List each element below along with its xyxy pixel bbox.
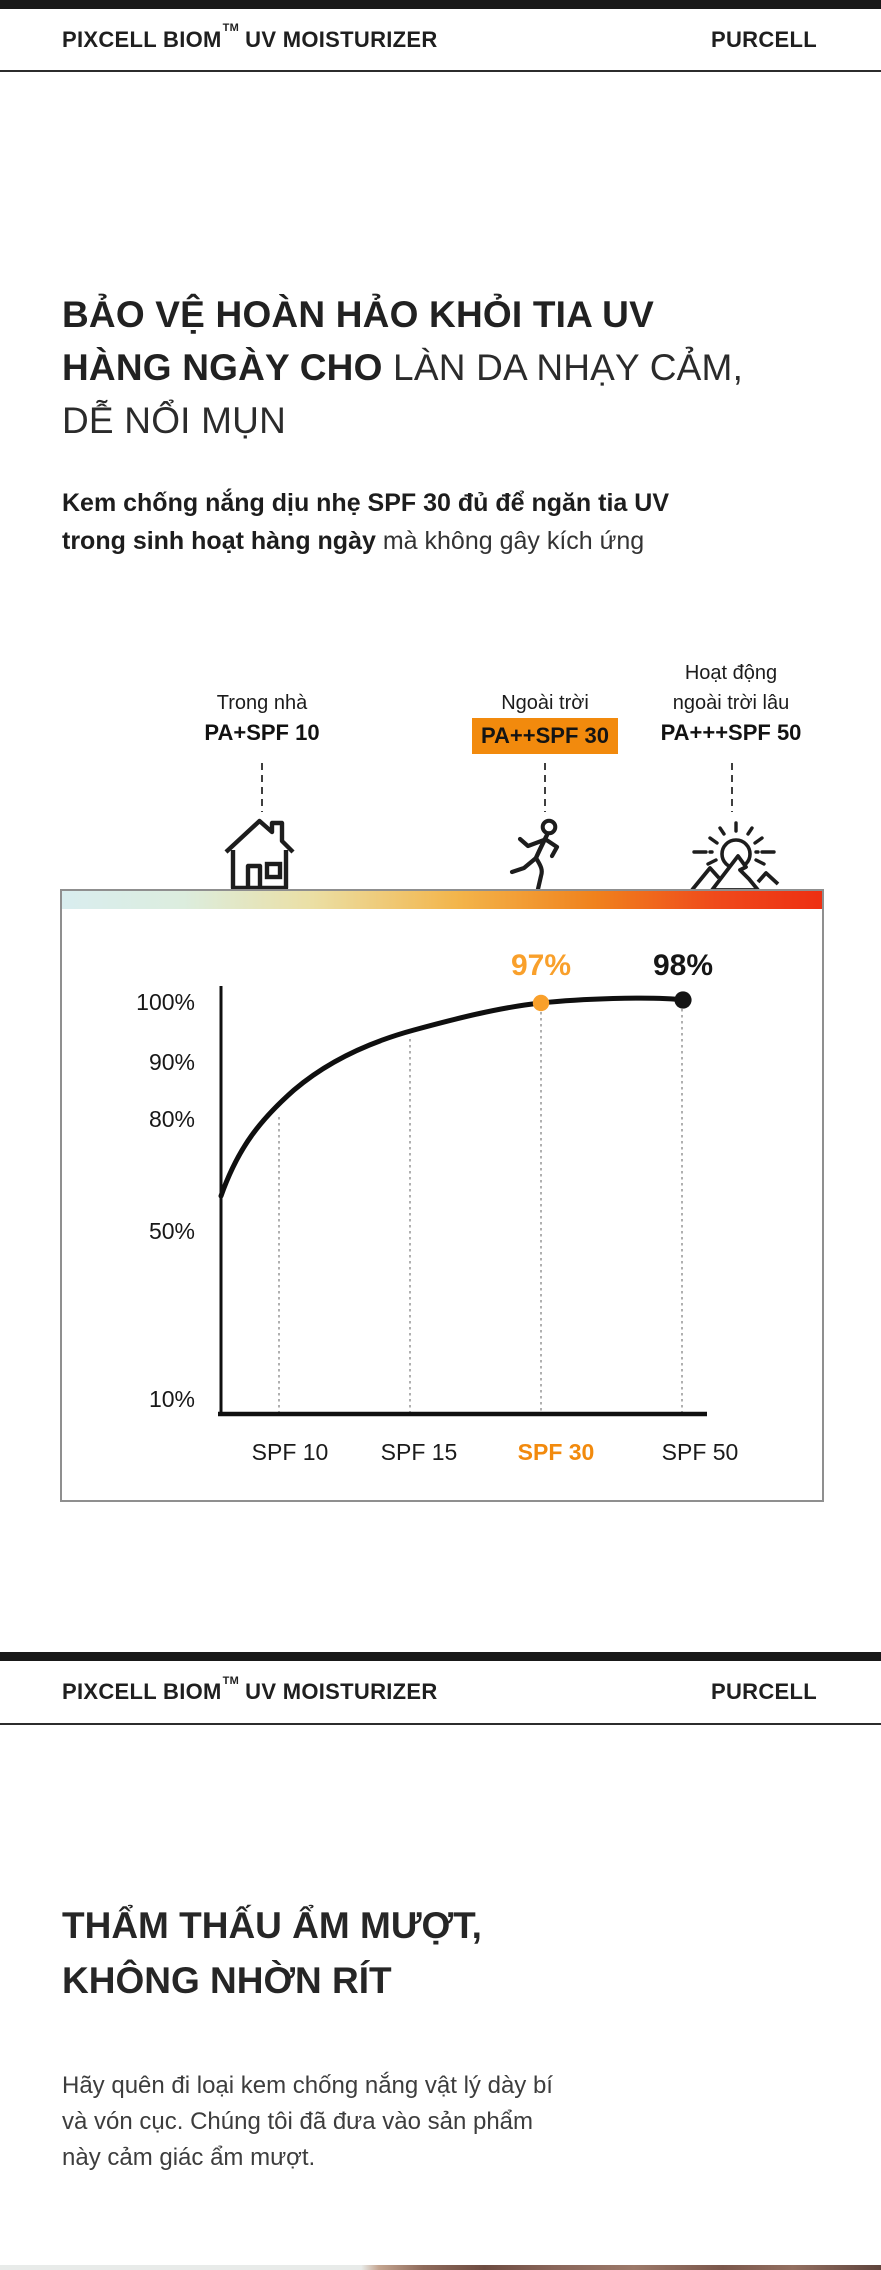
- scenario-label: Ngoài trời: [501, 692, 589, 714]
- dashed-connector: [544, 763, 546, 812]
- site-header: PIXCELL BIOMTM UV MOISTURIZER PURCELL: [0, 9, 881, 72]
- photo-top-edge: [0, 2265, 881, 2270]
- uv-subtext: Kem chống nắng dịu nhẹ SPF 30 đủ để ngăn…: [62, 489, 669, 555]
- spf30-point-marker: [532, 994, 550, 1012]
- x-axis-label-highlighted: SPF 30: [517, 1439, 595, 1465]
- vertical-guide-lines: [278, 1009, 683, 1412]
- mountain-sun-icon: [686, 820, 782, 895]
- scenario-label: Trong nhà: [216, 692, 308, 714]
- uv-protection-chart: 97% 98% 100% 90% 80% 50% 10% SPF 10 SPF …: [60, 889, 824, 1502]
- x-axis-label: SPF 50: [661, 1439, 739, 1465]
- product-name: PIXCELL BIOM: [62, 1679, 222, 1704]
- dashed-connector: [731, 763, 733, 812]
- brand-name: PURCELL: [711, 26, 817, 52]
- trademark-superscript: TM: [222, 1674, 240, 1687]
- product-suffix: UV MOISTURIZER: [245, 26, 438, 52]
- scenario-spf: PA+++SPF 50: [660, 720, 802, 745]
- uv-heading-line3: DỄ NỔI MỤN: [62, 400, 286, 441]
- scenario-label: ngoài trời lâu: [672, 692, 790, 714]
- site-header: PIXCELL BIOMTM UV MOISTURIZER PURCELL: [0, 1661, 881, 1725]
- uv-heading-line2: HÀNG NGÀY CHO LÀN DA NHẠY CẢM,: [62, 347, 744, 388]
- y-axis-label: 90%: [148, 1049, 195, 1075]
- uv-heading: BẢO VỆ HOÀN HẢO KHỎI TIA UV HÀNG NGÀY CH…: [62, 288, 852, 447]
- spf30-percent-label: 97%: [510, 949, 572, 982]
- y-axis-label: 100%: [136, 989, 195, 1015]
- trademark-superscript: TM: [222, 22, 240, 35]
- spf50-percent-label: 98%: [652, 949, 714, 982]
- scenario-indoor: Trong nhà PA+SPF 10: [204, 688, 319, 748]
- top-black-bar: [0, 0, 881, 9]
- brand-name: PURCELL: [711, 1679, 817, 1704]
- protection-curve: [218, 995, 689, 1199]
- product-name: PIXCELL BIOM: [62, 26, 222, 52]
- x-axis-label: SPF 10: [251, 1439, 329, 1465]
- y-axis-label: 10%: [148, 1386, 195, 1412]
- scenario-spf: PA+SPF 10: [204, 720, 320, 745]
- dashed-connector: [261, 763, 263, 812]
- scenario-label: Hoạt động: [684, 662, 778, 684]
- uv-intensity-gradient-bar: [62, 891, 822, 909]
- chart-plot: [218, 986, 707, 1417]
- texture-body: Hãy quên đi loại kem chống nắng vật lý d…: [62, 2072, 553, 2171]
- house-icon: [220, 816, 299, 895]
- y-axis-label: 80%: [148, 1106, 195, 1132]
- product-suffix: UV MOISTURIZER: [245, 1679, 438, 1704]
- top-black-bar: [0, 1652, 881, 1661]
- x-axis-label: SPF 15: [380, 1439, 458, 1465]
- spf50-point-marker: [674, 991, 692, 1009]
- scenario-spf-highlight: PA++SPF 30: [472, 718, 618, 754]
- product-title: PIXCELL BIOMTM UV MOISTURIZER: [62, 1675, 438, 1705]
- y-axis-label: 50%: [148, 1218, 195, 1244]
- runner-icon: [507, 818, 569, 896]
- uv-heading-line1: BẢO VỆ HOÀN HẢO KHỎI TIA UV: [62, 294, 654, 335]
- scenario-outdoor: Ngoài trời PA++SPF 30: [472, 688, 618, 754]
- product-title: PIXCELL BIOMTM UV MOISTURIZER: [62, 22, 438, 53]
- texture-heading: THẨM THẤU ẨM MƯỢT, KHÔNG NHỜN RÍT: [62, 1905, 482, 2001]
- scenario-long-outdoor: Hoạt động ngoài trời lâu PA+++SPF 50: [661, 658, 802, 748]
